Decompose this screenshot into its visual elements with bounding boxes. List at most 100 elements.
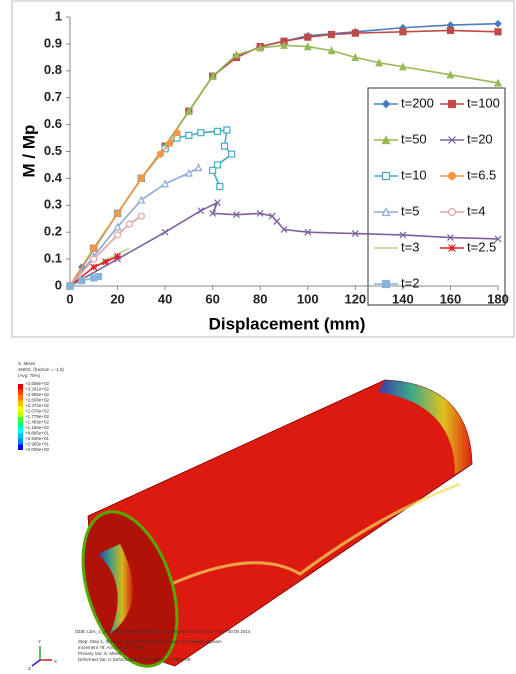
x-tick-label: 160 — [440, 291, 462, 306]
x-tick-label: 20 — [110, 291, 124, 306]
x-tick-label: 60 — [205, 291, 219, 306]
marker — [115, 210, 121, 216]
contour-swatch — [18, 439, 23, 445]
y-tick-label: 0.7 — [44, 89, 62, 104]
legend-marker — [449, 245, 456, 252]
marker — [103, 259, 109, 265]
y-tick-label: 0.9 — [44, 35, 62, 50]
contour-value: +8.895e+01 — [25, 431, 50, 436]
triad-label: Y — [38, 639, 41, 644]
marker — [217, 183, 223, 189]
contour-swatch — [18, 423, 23, 429]
x-tick-label: 0 — [66, 291, 73, 306]
contour-value: +2.965e+01 — [25, 442, 50, 447]
x-tick-label: 40 — [158, 291, 172, 306]
contour-value: +2.372e+02 — [25, 403, 50, 408]
y-tick-label: 1 — [55, 8, 62, 23]
y-tick-label: 0.6 — [44, 116, 62, 131]
x-tick-label: 180 — [487, 291, 509, 306]
marker — [157, 151, 163, 157]
marker — [115, 253, 121, 259]
x-tick-label: 80 — [253, 291, 267, 306]
contour-value: +2.965e+02 — [25, 392, 50, 397]
triad-z — [32, 660, 40, 666]
contour-swatch — [18, 412, 23, 418]
x-tick-label: 100 — [297, 291, 319, 306]
contour-value: +1.779e+02 — [25, 414, 50, 419]
marker — [91, 264, 97, 270]
contour-value: +0.000e+00 — [25, 447, 50, 452]
legend-marker — [449, 209, 456, 216]
y-tick-label: 0.8 — [44, 62, 62, 77]
odb-line: ODB: LBA_1_200.odb Abaqus/Standard 6.13-… — [75, 629, 251, 634]
contour-swatch — [18, 390, 23, 396]
y-tick-label: 0.5 — [44, 143, 62, 158]
marker — [96, 274, 102, 280]
y-tick-label: 0 — [55, 277, 62, 292]
legend-label: t=5 — [401, 203, 419, 218]
contour-value: +2.668e+02 — [25, 398, 50, 403]
info-line: Step: Step-1, this load case is the defa… — [78, 639, 222, 644]
contour-swatch — [18, 428, 23, 434]
triad-label: Z — [28, 666, 31, 671]
y-axis-label: M / Mp — [19, 125, 38, 178]
page: {"chart_data": {"type": "line", "x_label… — [0, 0, 516, 674]
marker — [305, 34, 311, 40]
marker — [229, 151, 235, 157]
contour-swatch — [18, 406, 23, 412]
legend-label: t=20 — [467, 131, 493, 146]
fea-figure: Y Z X ODB: LBA_1_200.odb Abaqus/Standard… — [0, 344, 516, 674]
marker — [167, 140, 173, 146]
marker — [67, 283, 73, 289]
marker — [214, 128, 220, 134]
contour-value: +3.558e+02 — [25, 381, 50, 386]
marker — [210, 167, 216, 173]
contour-legend-title: (Avg: 75%) — [18, 373, 41, 378]
marker — [447, 27, 453, 33]
contour-value: +2.076e+02 — [25, 409, 50, 414]
marker — [352, 30, 358, 36]
info-line: Primary Var: S, Mises — [78, 651, 122, 656]
info-line: Increment 79: Arc Length = 4924 — [78, 645, 144, 650]
legend-label: t=3 — [401, 239, 419, 254]
marker — [400, 29, 406, 35]
legend-marker — [449, 101, 456, 108]
contour-legend-title: S, Mises — [18, 361, 36, 366]
contour-swatch — [18, 384, 23, 390]
legend-label: t=100 — [467, 95, 500, 110]
marker — [138, 213, 144, 219]
legend-box — [368, 88, 505, 305]
marker — [126, 221, 132, 227]
contour-swatch — [18, 401, 23, 407]
marker — [222, 143, 228, 149]
x-axis-label: Displacement (mm) — [209, 314, 366, 333]
y-tick-label: 0.4 — [44, 170, 63, 185]
legend-label: t=200 — [401, 95, 434, 110]
contour-value: +1.186e+02 — [25, 425, 50, 430]
x-tick-label: 120 — [344, 291, 366, 306]
x-tick-label: 140 — [392, 291, 414, 306]
legend-label: t=2 — [401, 275, 419, 290]
contour-value: +3.261e+02 — [25, 387, 50, 392]
legend-label: t=10 — [401, 167, 427, 182]
marker — [186, 132, 192, 138]
marker — [138, 175, 144, 181]
legend-label: t=50 — [401, 131, 427, 146]
marker — [198, 130, 204, 136]
contour-swatch — [18, 417, 23, 423]
info-line: Deformed Var: U Deformation Scale Factor… — [78, 657, 191, 662]
contour-value: +5.930e+01 — [25, 436, 50, 441]
marker — [115, 232, 121, 238]
legend-label: t=2.5 — [467, 239, 496, 254]
triad-label: X — [54, 659, 57, 664]
y-tick-label: 0.2 — [44, 224, 62, 239]
contour-swatch — [18, 395, 23, 401]
legend-marker — [449, 173, 456, 180]
marker — [174, 130, 180, 136]
y-tick-label: 0.1 — [44, 251, 62, 266]
y-tick-label: 0.3 — [44, 197, 62, 212]
marker — [91, 245, 97, 251]
contour-legend-title: SNEG, (fraction = -1.0) — [18, 367, 64, 372]
marker — [329, 31, 335, 37]
chart: Displacement (mm) M / Mp 0 0.1 0.2 0.3 0.4 0.… — [0, 0, 516, 340]
